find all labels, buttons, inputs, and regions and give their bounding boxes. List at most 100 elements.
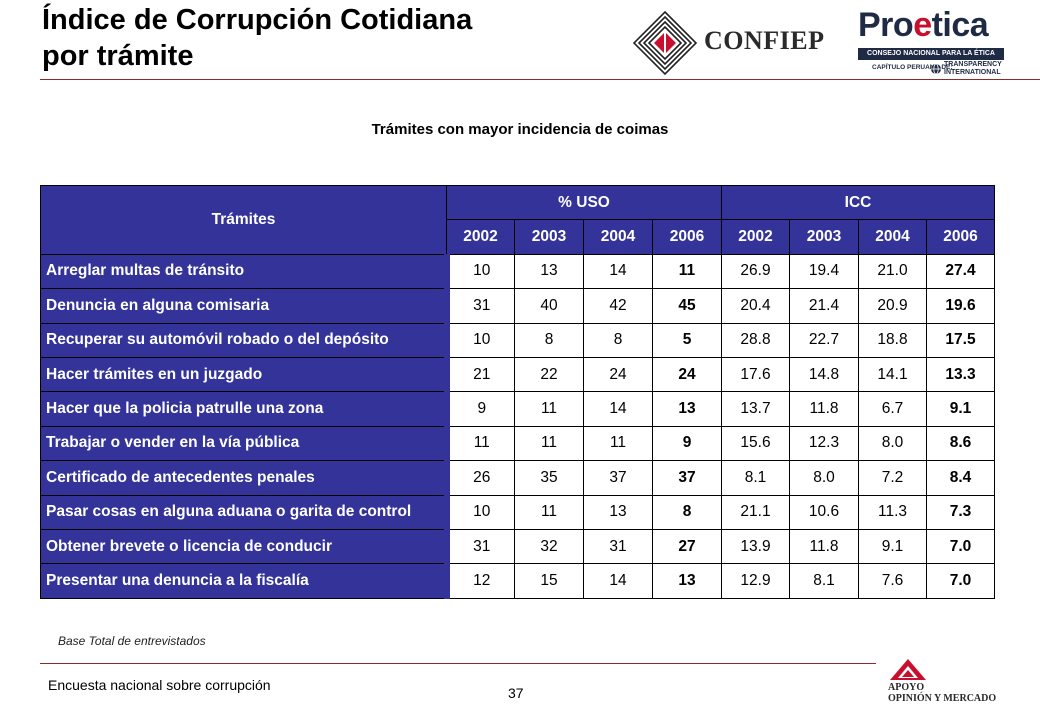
cell-icc: 20.4	[721, 288, 790, 324]
footer-survey-name: Encuesta nacional sobre corrupción	[48, 677, 271, 693]
cell-icc: 8.0	[789, 460, 859, 496]
cell-uso: 9	[652, 425, 722, 462]
row-label: Recuperar su automóvil robado o del depó…	[40, 322, 450, 358]
cell-icc: 21.1	[721, 494, 790, 530]
cell-icc: 15.6	[721, 425, 790, 462]
row-label: Trabajar o vender en la vía pública	[40, 425, 450, 462]
cell-uso: 26	[446, 460, 515, 496]
apoyo-wordmark: APOYO OPINIÓN Y MERCADO	[888, 682, 996, 704]
cell-icc: 10.6	[789, 494, 859, 530]
cell-uso: 35	[514, 460, 584, 496]
cell-uso: 40	[514, 288, 584, 324]
cell-icc: 7.6	[858, 563, 927, 599]
cell-icc: 17.6	[721, 356, 790, 393]
table-row: Trabajar o vender en la vía pública 11 11 1…	[40, 425, 996, 462]
row-label: Hacer trámites en un juzgado	[40, 356, 450, 393]
cell-icc: 21.4	[789, 288, 859, 324]
cell-icc: 13.7	[721, 391, 790, 427]
cell-icc: 9.1	[925, 391, 996, 427]
proetica-wordmark: Proetica	[858, 6, 989, 45]
table-row: Presentar una denuncia a la fiscalía 12 15…	[40, 563, 996, 599]
footer-divider	[40, 663, 876, 664]
cell-icc: 8.0	[858, 425, 927, 462]
cell-icc: 11.3	[858, 494, 927, 530]
apoyo-line-1: APOYO	[888, 682, 925, 693]
cell-icc: 8.1	[721, 460, 790, 496]
cell-icc: 8.1	[789, 563, 859, 599]
cell-icc: 9.1	[858, 528, 927, 565]
proetica-chapter-label: CAPÍTULO PERUANO DE:	[872, 64, 953, 71]
cell-uso: 8	[652, 494, 722, 530]
cell-icc: 12.9	[721, 563, 790, 599]
cell-uso: 11	[446, 425, 515, 462]
row-label: Presentar una denuncia a la fiscalía	[40, 563, 450, 599]
cell-uso: 15	[514, 563, 584, 599]
cell-uso: 9	[446, 391, 515, 427]
header-year: 2003	[514, 219, 584, 255]
header-year: 2004	[858, 219, 927, 255]
table-row: Recuperar su automóvil robado o del depó…	[40, 322, 996, 358]
cell-uso: 21	[446, 356, 515, 393]
proetica-logo: Proetica CONSEJO NACIONAL PARA LA ÉTICA …	[858, 6, 1008, 80]
table-row: Hacer que la policia patrulle una zona 9 1…	[40, 391, 996, 427]
cell-uso: 10	[446, 322, 515, 358]
cell-uso: 13	[652, 391, 722, 427]
cell-uso: 32	[514, 528, 584, 565]
cell-uso: 11	[652, 253, 722, 290]
cell-uso: 11	[514, 425, 584, 462]
cell-icc: 17.5	[925, 322, 996, 358]
table-row: Pasar cosas en alguna aduana o garita de…	[40, 494, 996, 530]
table-subtitle: Trámites con mayor incidencia de coimas	[371, 121, 669, 138]
header-year: 2003	[789, 219, 859, 255]
cell-icc: 26.9	[721, 253, 790, 290]
row-label: Pasar cosas en alguna aduana o garita de…	[40, 494, 450, 530]
cell-uso: 11	[514, 391, 584, 427]
cell-icc: 27.4	[925, 253, 996, 290]
cell-uso: 31	[583, 528, 653, 565]
row-label: Arreglar multas de tránsito	[40, 253, 450, 290]
cell-uso: 13	[583, 494, 653, 530]
header-group-icc: ICC	[720, 184, 996, 221]
cell-uso: 22	[514, 356, 584, 393]
slide-title: Índice de Corrupción Cotidiana por trámi…	[42, 2, 472, 74]
transparency-international-label: TRANSPARENCY INTERNATIONAL	[944, 61, 1002, 77]
title-divider	[40, 79, 1040, 80]
cell-icc: 8.6	[925, 425, 996, 462]
cell-icc: 22.7	[789, 322, 859, 358]
cell-uso: 37	[652, 460, 722, 496]
cell-uso: 13	[652, 563, 722, 599]
cell-icc: 20.9	[858, 288, 927, 324]
table-body: Arreglar multas de tránsito 10 13 14 11 26.9 1…	[40, 253, 996, 599]
cell-uso: 11	[583, 425, 653, 462]
header-group-uso: % USO	[446, 184, 722, 221]
cell-uso: 42	[583, 288, 653, 324]
cell-uso: 31	[446, 528, 515, 565]
row-label: Hacer que la policia patrulle una zona	[40, 391, 450, 427]
cell-icc: 14.1	[858, 356, 927, 393]
cell-icc: 11.8	[789, 391, 859, 427]
cell-icc: 7.3	[925, 494, 996, 530]
confiep-wordmark: CONFIEP	[704, 26, 825, 55]
proetica-word-accent: e	[913, 6, 932, 44]
cell-uso: 14	[583, 563, 653, 599]
header-year: 2004	[583, 219, 653, 255]
cell-uso: 5	[652, 322, 722, 358]
row-label: Obtener brevete o licencia de conducir	[40, 528, 450, 565]
row-label: Denuncia en alguna comisaria	[40, 288, 450, 324]
base-note: Base Total de entrevistados	[58, 634, 206, 648]
apoyo-line-2: OPINIÓN Y MERCADO	[888, 693, 997, 704]
cell-uso: 24	[652, 356, 722, 393]
cell-icc: 28.8	[721, 322, 790, 358]
table-row: Arreglar multas de tránsito 10 13 14 11 26.9 1…	[40, 253, 996, 290]
transparency-line: TRANSPARENCY	[944, 61, 1002, 68]
apoyo-emblem-icon	[890, 659, 926, 680]
apoyo-logo: APOYO OPINIÓN Y MERCADO	[878, 658, 1000, 714]
cell-icc: 12.3	[789, 425, 859, 462]
bribery-index-table: Trámites % USO ICC 2002 2003 2004 2006 2…	[40, 184, 996, 599]
cell-uso: 10	[446, 494, 515, 530]
page-number: 37	[508, 685, 524, 701]
cell-uso: 8	[583, 322, 653, 358]
cell-uso: 11	[514, 494, 584, 530]
cell-uso: 10	[446, 253, 515, 290]
header-year: 2002	[721, 219, 790, 255]
